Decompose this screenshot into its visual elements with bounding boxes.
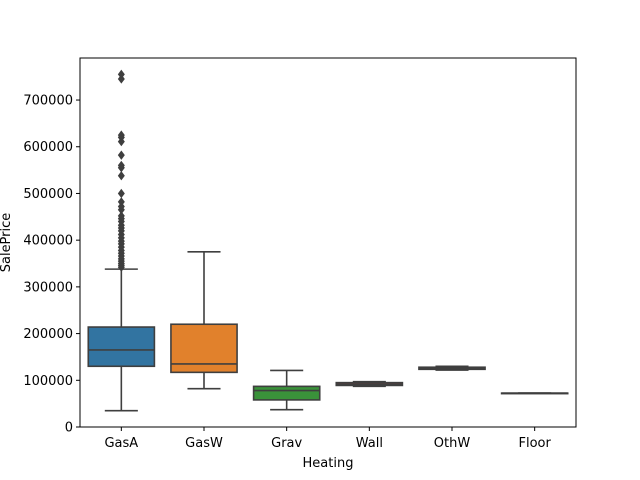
box-group-grav	[252, 369, 321, 411]
x-tick-label: GasA	[104, 436, 138, 451]
y-tick-label: 200000	[23, 327, 73, 342]
outlier-point	[117, 130, 125, 140]
x-tick-label: GasW	[185, 436, 223, 451]
x-tick-label: Wall	[356, 436, 383, 451]
outlier-point	[117, 201, 125, 212]
plot-frame	[79, 57, 577, 428]
y-tick-label: 100000	[23, 374, 73, 389]
outlier-point	[117, 69, 125, 80]
outlier-point	[117, 197, 125, 207]
outlier-point	[117, 74, 125, 84]
y-tick-label: 500000	[23, 187, 73, 202]
box-group-gasa	[87, 69, 156, 412]
y-tick-label: 0	[65, 421, 73, 436]
y-tick-label: 700000	[23, 94, 73, 109]
outlier-point	[117, 171, 125, 181]
box-group-wall	[335, 380, 404, 388]
box-gasa	[87, 326, 156, 368]
y-tick-label: 600000	[23, 140, 73, 155]
outlier-point	[117, 160, 125, 171]
y-tick-label: 400000	[23, 234, 73, 249]
y-axis-label: SalePrice	[0, 213, 14, 273]
x-tick-label: Floor	[518, 436, 551, 451]
box-group-floor	[500, 392, 569, 395]
x-tick-label: OthW	[434, 436, 471, 451]
outlier-point	[117, 150, 125, 160]
box-group-othw	[418, 365, 486, 371]
box-gasw	[170, 323, 238, 374]
outlier-point	[117, 211, 125, 221]
x-tick-label: Grav	[271, 436, 302, 451]
plot-area: 0 100000 200000 300000 400000 500000 600000 700…	[23, 57, 577, 451]
box-group-gasw	[170, 251, 238, 390]
outlier-point	[117, 188, 125, 199]
y-tick-label: 300000	[23, 280, 73, 295]
box-grav	[252, 385, 321, 401]
x-axis-label: Heating	[303, 456, 354, 471]
